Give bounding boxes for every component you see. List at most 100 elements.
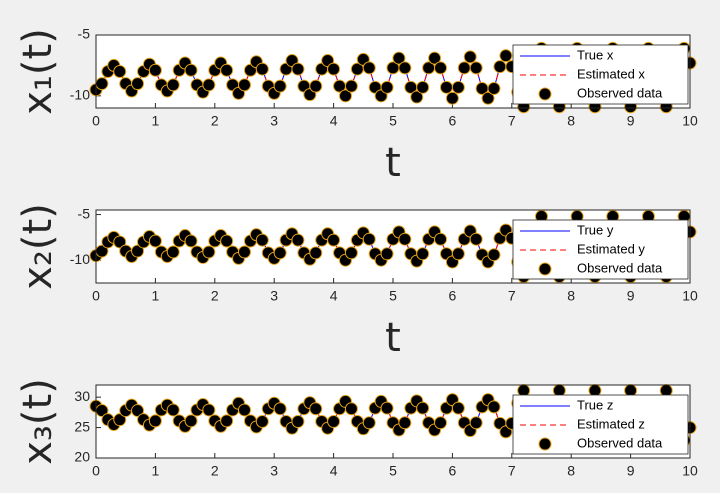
y-axis-label: x₂(t) (15, 203, 61, 290)
y-tick-label: -5 (78, 205, 91, 221)
data-point (95, 77, 109, 91)
x-axis-label: t (385, 315, 401, 361)
x-tick-label: 1 (152, 288, 160, 304)
x-tick-label: 8 (567, 113, 575, 129)
data-point (338, 89, 352, 103)
data-point (273, 79, 287, 93)
data-point (255, 233, 269, 247)
data-point (309, 246, 323, 260)
data-point (469, 416, 483, 430)
x-tick-label: 10 (682, 463, 698, 479)
y-axis-label: x₃(t) (15, 378, 61, 465)
data-point (469, 61, 483, 75)
data-point (202, 403, 216, 417)
x-tick-label: 4 (330, 113, 338, 129)
x-tick-label: 1 (152, 463, 160, 479)
legend-label: Estimated z (577, 416, 645, 431)
data-point (273, 402, 287, 416)
y-tick-label: 25 (74, 418, 90, 434)
data-point (380, 401, 394, 415)
data-point (457, 61, 471, 75)
x-tick-label: 6 (449, 463, 457, 479)
data-point (202, 245, 216, 259)
data-point (434, 232, 448, 246)
data-point (451, 401, 465, 415)
legend-label: True x (577, 47, 614, 62)
x-tick-label: 9 (627, 463, 635, 479)
legend-label: Observed data (577, 435, 663, 450)
legend-label: True y (577, 222, 614, 237)
x-tick-label: 2 (211, 463, 219, 479)
data-point (416, 247, 430, 261)
y-tick-label: 30 (74, 388, 90, 404)
data-point (131, 244, 145, 258)
data-point (291, 233, 305, 247)
data-point (327, 415, 341, 428)
x-axis-label: t (385, 140, 401, 186)
data-point (344, 402, 358, 416)
data-point (410, 90, 424, 104)
data-point (131, 77, 145, 91)
axes-box (95, 384, 691, 459)
data-point (362, 416, 376, 430)
data-point (392, 51, 406, 65)
axes-box (95, 34, 691, 109)
data-point (398, 416, 412, 430)
legend-label: Observed data (577, 260, 663, 275)
legend-marker (538, 87, 552, 101)
y-tick-label: 20 (74, 449, 90, 465)
legend-label: True z (577, 397, 613, 412)
y-axis-label: x₁(t) (15, 28, 61, 115)
data-point (113, 65, 127, 78)
data-point (445, 91, 459, 105)
data-point (255, 415, 269, 428)
data-point (148, 63, 162, 77)
data-point (487, 400, 501, 414)
data-point (113, 413, 127, 427)
data-point (434, 61, 448, 75)
data-point (344, 246, 358, 260)
y-tick-label: -10 (70, 87, 90, 103)
x-tick-label: 6 (449, 113, 457, 129)
axes-box (95, 209, 691, 284)
data-point (166, 78, 180, 92)
data-point (184, 234, 198, 248)
data-point (416, 401, 430, 415)
y-tick-label: -10 (70, 251, 90, 267)
x-tick-label: 2 (211, 288, 219, 304)
data-point (291, 62, 305, 76)
data-point (273, 246, 287, 260)
data-point (309, 402, 323, 416)
x-tick-label: 5 (389, 463, 397, 479)
x-tick-label: 3 (270, 113, 278, 129)
data-point (439, 80, 453, 94)
data-point (113, 235, 127, 249)
data-point (184, 63, 198, 77)
x-tick-label: 4 (330, 288, 338, 304)
legend-label: Estimated y (577, 241, 645, 256)
x-tick-label: 8 (567, 288, 575, 304)
data-point (238, 403, 251, 417)
data-point (398, 61, 412, 75)
x-tick-label: 0 (92, 463, 100, 479)
data-point (487, 82, 501, 96)
data-point (166, 403, 180, 417)
data-point (220, 414, 234, 428)
data-point (148, 414, 162, 428)
x-tick-label: 5 (389, 113, 397, 129)
legend-label: Observed data (577, 85, 663, 100)
data-point (434, 416, 448, 430)
data-point (493, 60, 507, 74)
data-point (398, 232, 412, 246)
x-tick-label: 7 (508, 288, 516, 304)
legend-label: Estimated x (577, 66, 645, 81)
data-point (428, 51, 442, 65)
data-point (220, 234, 234, 248)
data-point (481, 91, 495, 105)
x-tick-label: 7 (508, 463, 516, 479)
data-point (291, 415, 305, 428)
x-tick-label: 8 (567, 463, 575, 479)
data-point (220, 63, 234, 77)
